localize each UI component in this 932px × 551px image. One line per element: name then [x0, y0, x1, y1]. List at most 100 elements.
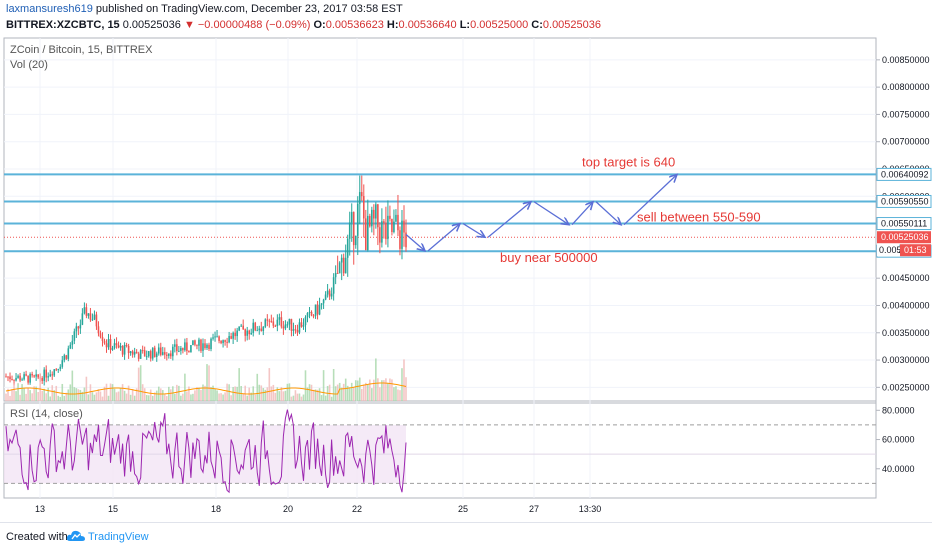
candle-body — [252, 322, 255, 333]
volume-bar — [43, 388, 45, 401]
volume-bar — [155, 390, 158, 401]
price-tick-label: 0.00450000 — [882, 273, 930, 283]
candle-body — [328, 290, 331, 297]
volume-bar — [276, 387, 279, 401]
volume-bar — [344, 378, 347, 401]
candle-body — [208, 344, 210, 350]
volume-bar — [196, 387, 198, 401]
candle-body — [83, 307, 86, 314]
volume-bar — [93, 394, 96, 401]
close-label: C: — [531, 19, 543, 31]
candle-body — [358, 192, 361, 204]
volume-bar — [141, 384, 144, 401]
candle-body — [184, 342, 186, 351]
volume-bar — [232, 387, 234, 401]
candle-body — [354, 235, 357, 246]
candle-body — [310, 311, 313, 316]
candle-body — [318, 304, 321, 315]
candle-body — [399, 230, 401, 249]
candle-body — [403, 220, 405, 233]
candle-body — [230, 336, 232, 339]
rsi-tick-label: 40.0000 — [882, 464, 915, 474]
volume-bar — [401, 368, 403, 401]
candle-body — [69, 344, 72, 349]
candle-body — [127, 345, 130, 354]
volume-bar — [238, 368, 240, 401]
volume-bar — [228, 384, 230, 401]
candle-body — [19, 375, 21, 381]
open-label: O: — [313, 19, 326, 31]
volume-bar — [234, 386, 236, 401]
author-link[interactable]: laxmansuresh619 — [6, 3, 93, 15]
candle-body — [194, 340, 196, 345]
volume-bar — [206, 364, 208, 401]
price-chart[interactable]: 0.00850000 0.00800000 0.00750000 0.00700000… — [0, 36, 932, 522]
candle-body — [111, 347, 114, 350]
volume-bar — [87, 394, 90, 401]
published-text: published on TradingView.com, December 2… — [92, 3, 403, 15]
candle-body — [33, 375, 35, 377]
volume-bar — [13, 383, 15, 401]
candle-body — [276, 319, 279, 327]
candle-body — [7, 376, 9, 378]
volume-bar — [21, 384, 23, 401]
projection-arrow — [462, 223, 485, 238]
volume-bar — [67, 389, 70, 401]
candle-body — [296, 330, 299, 333]
volume-bar — [230, 395, 232, 401]
volume-bar — [202, 384, 204, 401]
tradingview-logo-text[interactable]: TradingView — [88, 531, 149, 543]
volume-bar — [143, 388, 146, 401]
volume-bar — [268, 368, 271, 401]
volume-bar — [85, 376, 88, 401]
volume-bar — [318, 388, 321, 401]
volume-bar — [362, 384, 365, 401]
candle-body — [278, 317, 281, 320]
candle-body — [170, 353, 172, 357]
candle-body — [344, 257, 347, 274]
candle-body — [346, 238, 349, 258]
volume-bar — [250, 392, 253, 401]
chart-annotation-text: buy near 500000 — [500, 250, 598, 265]
volume-bar — [389, 378, 391, 401]
volume-bar — [393, 387, 395, 401]
volume-bar — [131, 389, 134, 401]
volume-bar — [159, 388, 162, 401]
volume-bar — [298, 393, 301, 401]
candle-body — [232, 332, 234, 339]
candle-body — [284, 324, 287, 329]
volume-bar — [188, 386, 190, 401]
candle-body — [222, 340, 224, 344]
price-tick-label: 0.00400000 — [882, 300, 930, 310]
candle-body — [172, 346, 174, 357]
volume-bar — [166, 396, 168, 401]
volume-bar — [210, 387, 212, 401]
volume-bar — [302, 394, 305, 401]
candle-body — [75, 326, 78, 332]
volume-bar — [41, 390, 43, 401]
volume-bar — [79, 389, 82, 401]
candle-body — [174, 344, 176, 347]
volume-bar — [320, 395, 323, 401]
candle-body — [262, 326, 265, 332]
candle-body — [264, 319, 267, 327]
candle-body — [320, 303, 323, 305]
level-price-tag — [876, 217, 932, 231]
level-price-label: 0.00590550 — [881, 196, 929, 206]
candle-body — [51, 374, 54, 376]
volume-bar — [330, 396, 333, 401]
price-tick-label: 0.00300000 — [882, 355, 930, 365]
volume-bar — [151, 395, 154, 401]
volume-bar — [121, 384, 124, 401]
volume-group — [5, 358, 407, 401]
volume-bar — [25, 393, 27, 401]
rsi-tick-label: 80.0000 — [882, 405, 915, 415]
volume-bar — [147, 395, 150, 401]
candle-body — [93, 314, 96, 320]
candle-body — [53, 369, 56, 376]
volume-bar — [39, 373, 41, 401]
volume-bar — [379, 387, 381, 401]
volume-bar — [405, 377, 407, 401]
volume-bar — [280, 387, 283, 401]
volume-bar — [375, 358, 377, 401]
